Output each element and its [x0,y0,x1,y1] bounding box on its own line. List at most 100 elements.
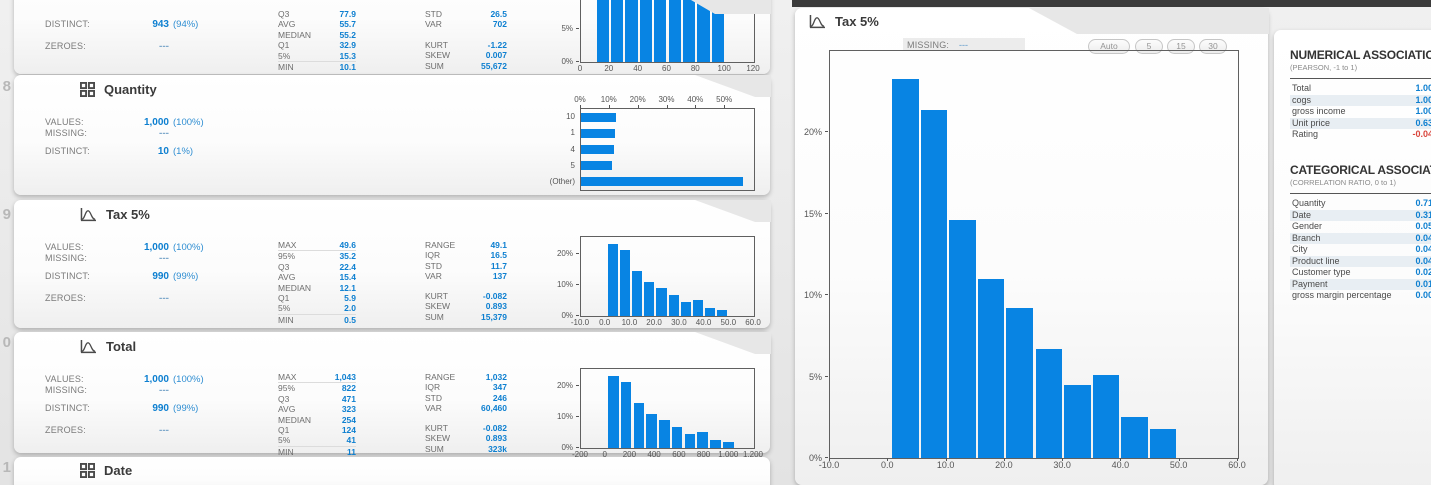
association-label: Customer type [1292,267,1351,277]
stat-value: 347 [492,382,507,393]
stat-value: 0.893 [485,433,507,444]
y-axis-tick-label: 5% [808,371,822,382]
stat-label: SUM [425,443,444,454]
stat-value: 0.5 [344,314,356,325]
stat-label: MEDIAN [278,282,312,293]
stat-row: MIN 10.1 [278,62,356,72]
distribution-curve-icon [80,339,97,354]
stat-row: Q3 77.9 [278,9,356,19]
summary-label: MISSING: [45,385,88,395]
card-tab-notch [695,332,771,354]
panel-total[interactable]: Total VALUES: 1,000 (100%) MISSING: --- DISTI… [14,332,771,459]
categorical-associations: CATEGORICAL ASSOCIATIONS (CORRELATION RA… [1290,163,1431,302]
quartile-stats: MAX 1,043 95% 822 Q3 471 AVG 323 MEDIAN 254 Q1 124 5… [278,372,356,457]
stat-label: Q1 [278,40,290,51]
stat-row: KURT -0.082 [425,423,507,433]
detail-pane-tax: Tax 5% MISSING: --- Auto 5 15 30 0% 5% 10%… [795,8,1269,485]
association-row: gross margin percentage 0.00 [1290,290,1431,302]
x-axis-tick-label: 200 [622,450,637,459]
association-label: Rating [1292,129,1319,139]
panel-title: Date [104,463,133,478]
panel-unit-price-partial[interactable]: DISTINCT: 943 (94%) ZEROES: --- Q3 77.9 AVG 55.… [14,0,771,74]
histogram-bar [1035,348,1063,458]
x-axis-tick-label: 10.0 [621,318,638,327]
summary-row: VALUES: 1,000 (100%) [45,117,205,128]
stat-row: 95% 35.2 [278,251,356,261]
shape-stats: KURT -0.082 SKEW 0.893 SUM 15,379 [425,291,507,322]
histogram-bar [668,0,681,62]
y-tick-mark [825,294,828,296]
histogram-bar [693,300,704,316]
summary-row: VALUES: 1,000 (100%) [45,242,205,253]
histogram-bar [632,270,643,316]
stat-row: MAX 1,043 [278,372,356,384]
stat-row: SUM 55,672 [425,61,507,71]
stat-label: SKEW [425,50,451,61]
summary-value: 990 [152,403,169,414]
category-label: (Other) [549,176,575,186]
summary-label: VALUES: [45,242,84,252]
x-tick-mark [887,458,889,461]
x-axis-tick-label: 1,000 [718,450,739,459]
stat-label: IQR [425,382,441,393]
stat-row: MEDIAN 55.2 [278,30,356,40]
x-tick-mark [1003,458,1005,461]
stat-label: KURT [425,40,448,50]
histogram-bar [656,287,667,316]
histogram-bar [680,302,691,316]
stat-value: 16.5 [490,250,507,261]
stat-label: STD [425,260,442,271]
histogram-bar [892,78,919,458]
y-axis-tick-label: 20% [556,249,573,258]
x-axis-tick-label: 120 [746,64,760,73]
stat-row: RANGE 49.1 [425,240,507,250]
stat-row: SKEW 0.007 [425,50,507,60]
association-value: 0.01 [1415,278,1431,289]
row-index-label: 1 [2,459,11,476]
stat-row: Q3 22.4 [278,262,356,272]
association-row: Product line 0.04 [1290,255,1431,267]
stat-value: -1.22 [487,40,507,50]
categorical-associations-table: Quantity 0.71 Date 0.31 Gender 0.05 Branch 0.04… [1290,198,1431,302]
stat-label: RANGE [425,372,456,382]
stat-value: 0.893 [485,301,507,312]
panel-quantity[interactable]: Quantity VALUES: 1,000 (100%) MISSING: --- DI… [14,75,771,195]
x-axis-tick-label: 800 [696,450,711,459]
summary-value: --- [159,128,169,139]
summary-row: ZEROES: --- [45,41,205,52]
stat-row: MIN 0.5 [278,315,356,325]
category-label: 1 [570,128,575,138]
distribution-curve-icon [80,207,97,222]
histogram-bar [1149,428,1177,458]
stat-row: MIN 11 [278,447,356,457]
y-tick-mark [825,375,828,377]
summary-row: MISSING: --- [45,253,205,264]
histogram-bar [717,310,728,316]
x-tick-mark [1237,458,1238,461]
stat-label: VAR [425,403,442,414]
category-bar [581,112,616,122]
panel-tax[interactable]: Tax 5% VALUES: 1,000 (100%) MISSING: --- DIST… [14,200,771,328]
stat-row: IQR 347 [425,382,507,392]
x-axis-tick-label: 20% [629,95,646,104]
stat-row: STD 11.7 [425,261,507,271]
x-tick-mark [666,105,668,108]
summary-row: DISTINCT: 990 (99%) [45,271,205,282]
x-tick-mark [1062,458,1064,461]
summary-label: MISSING: [45,128,88,138]
stat-row: IQR 16.5 [425,250,507,260]
association-label: Total [1292,83,1312,93]
x-axis-tick-label: -10.0 [818,460,840,470]
stat-value: 26.5 [490,9,507,19]
x-axis-tick-label: 0.0 [599,318,611,327]
association-row: Payment 0.01 [1290,278,1431,290]
histogram-bar [722,442,734,448]
stat-row: Q1 32.9 [278,40,356,50]
panel-date[interactable]: Date [14,457,770,485]
stat-value: 2.0 [344,303,356,314]
missing-label: MISSING: [907,39,950,50]
x-axis-tick-label: 60.0 [745,318,761,327]
summary-row: DISTINCT: 10 (1%) [45,146,205,157]
association-value: 0.71 [1415,198,1431,208]
